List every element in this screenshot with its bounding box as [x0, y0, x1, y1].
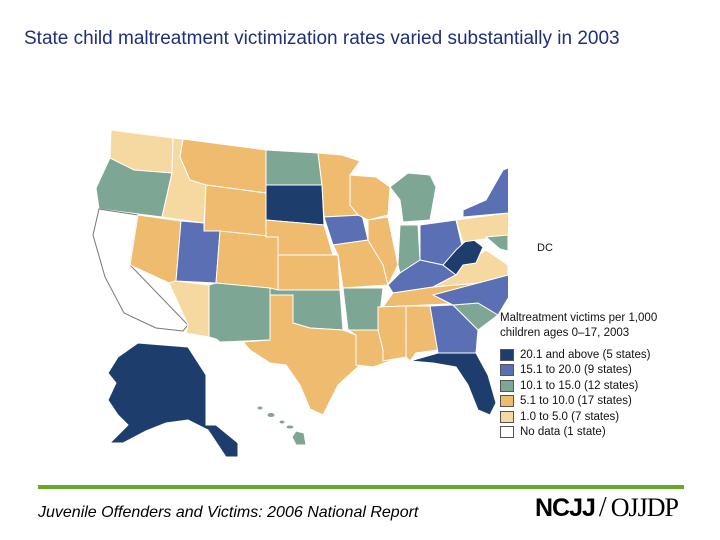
legend-item: 10.1 to 15.0 (12 states) — [500, 378, 690, 394]
state-NY — [462, 167, 508, 218]
legend-swatch — [500, 379, 514, 392]
report-title: Juvenile Offenders and Victims: 2006 Nat… — [38, 504, 419, 521]
state-ND — [265, 149, 323, 186]
state-MI — [389, 172, 437, 223]
legend-label: 20.1 and above (5 states) — [520, 348, 651, 361]
state-GA — [429, 304, 479, 354]
slide-title: State child maltreatment victimization r… — [24, 28, 620, 49]
legend-swatch — [500, 348, 514, 361]
state-WI — [349, 174, 391, 221]
legend-item: No data (1 state) — [500, 425, 690, 441]
state-HI — [256, 405, 307, 446]
legend-item: 15.1 to 20.0 (9 states) — [500, 363, 690, 379]
footer-divider — [38, 485, 684, 489]
legend-item: 5.1 to 10.0 (17 states) — [500, 394, 690, 410]
map-legend: Maltreatment victims per 1,000 children … — [500, 311, 690, 440]
legend-item: 1.0 to 5.0 (7 states) — [500, 409, 690, 425]
state-CO — [215, 230, 279, 291]
state-WV — [442, 236, 484, 276]
legend-label: No data (1 state) — [520, 426, 606, 439]
state-AR — [342, 287, 384, 331]
state-SD — [265, 184, 325, 226]
legend-swatch — [500, 395, 514, 408]
ncjj-ojjdp-logo: NCJJ / OJJDP — [535, 492, 679, 524]
us-choropleth-map — [92, 129, 508, 458]
legend-label: 15.1 to 20.0 (9 states) — [520, 364, 632, 377]
state-PA — [455, 212, 508, 243]
legend-title: Maltreatment victims per 1,000 children … — [500, 312, 658, 339]
ncjj-logo-text: NCJJ — [535, 494, 596, 522]
state-AK — [107, 342, 239, 458]
logo-slash: / — [598, 492, 607, 523]
legend-label: 10.1 to 15.0 (12 states) — [520, 379, 639, 392]
legend-swatch — [500, 410, 514, 423]
ojjdp-logo-text: OJJDP — [610, 493, 679, 522]
state-MD — [484, 234, 508, 252]
state-FL — [409, 352, 497, 416]
legend-swatch — [500, 426, 514, 439]
legend-item: 20.1 and above (5 states) — [500, 347, 690, 363]
legend-label: 5.1 to 10.0 (17 states) — [520, 395, 632, 408]
state-TX — [241, 294, 361, 416]
dc-label: DC — [537, 242, 553, 254]
state-WY — [203, 184, 267, 238]
legend-swatch — [500, 364, 514, 377]
state-KS — [277, 254, 341, 291]
legend-label: 1.0 to 5.0 (7 states) — [520, 410, 620, 423]
state-NM — [208, 282, 271, 343]
